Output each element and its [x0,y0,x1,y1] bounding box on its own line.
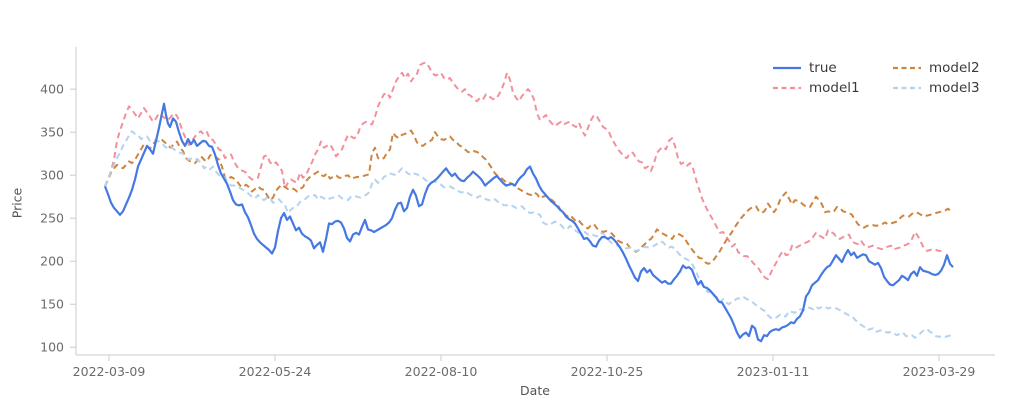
x-axis-ticks: 2022-03-09 2022-05-24 2022-08-10 2022-10-25… [73,355,976,379]
x-tick-label: 2023-01-11 [737,364,810,379]
series-true [103,102,954,343]
y-tick-label: 250 [40,211,64,226]
y-tick-label: 400 [40,81,64,96]
x-axis-label: Date [520,383,550,398]
y-tick-label: 200 [40,254,64,269]
series-model3 [104,130,952,339]
y-tick-label: 300 [40,167,64,182]
axes [75,47,995,356]
y-tick-label: 150 [40,297,64,312]
x-tick-label: 2022-08-10 [405,364,478,379]
y-axis-label: Price [9,187,25,219]
y-tick-label: 350 [40,124,64,139]
x-tick-label: 2022-05-24 [239,364,312,379]
series-model2 [104,129,952,265]
y-axis-ticks: 100 150 200 250 300 350 400 [40,81,76,355]
x-tick-label: 2022-10-25 [571,364,644,379]
y-tick-label: 100 [40,340,64,355]
x-tick-label: 2023-03-29 [903,364,976,379]
series-model1 [104,61,946,281]
x-tick-label: 2022-03-09 [73,364,146,379]
